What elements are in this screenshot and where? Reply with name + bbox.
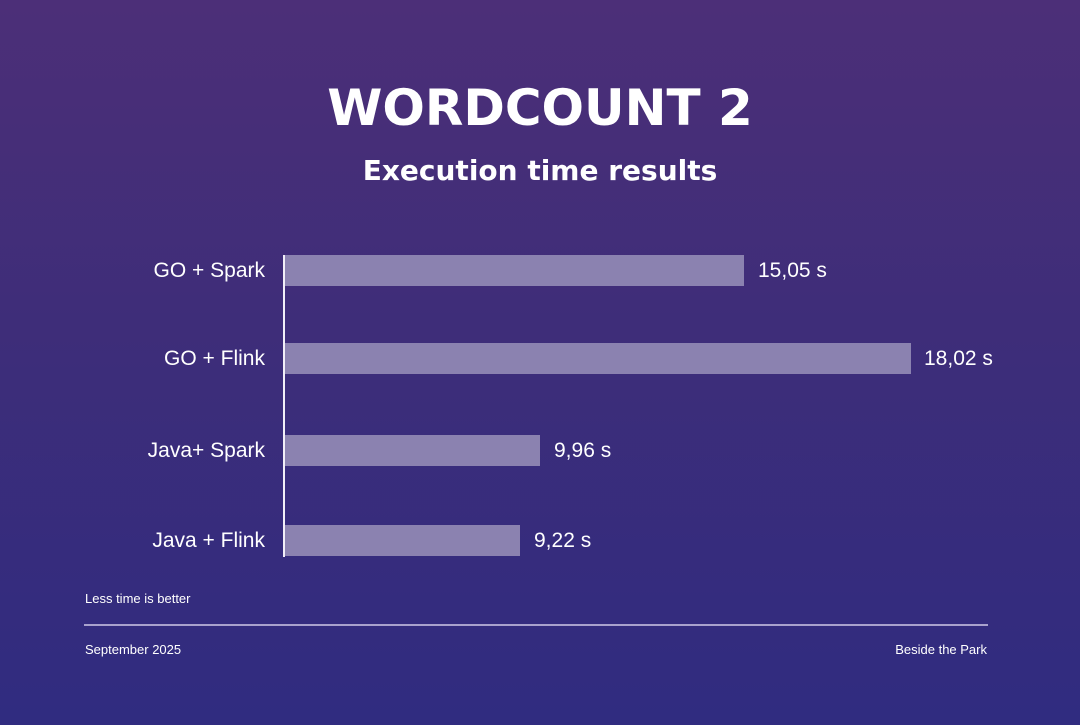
- bar: [285, 255, 744, 286]
- footer-source: Beside the Park: [895, 642, 987, 657]
- bar-value-label: 15,05 s: [758, 259, 827, 282]
- bar-value-label: 9,96 s: [554, 439, 612, 462]
- y-axis-line: [283, 255, 285, 557]
- bar-category-label: GO + Flink: [164, 347, 265, 370]
- bar: [285, 525, 520, 556]
- footer-date: September 2025: [85, 642, 182, 657]
- bar-value-label: 9,22 s: [534, 529, 592, 552]
- chart-title: WORDCOUNT 2: [327, 79, 753, 137]
- chart-note: Less time is better: [85, 591, 191, 606]
- bar-category-label: GO + Spark: [153, 259, 265, 282]
- chart-subtitle: Execution time results: [362, 154, 718, 187]
- footer-divider: [84, 624, 988, 626]
- bar-category-label: Java+ Spark: [147, 439, 265, 462]
- bar-value-label: 18,02 s: [924, 347, 993, 370]
- bar: [285, 435, 540, 466]
- bar-category-label: Java + Flink: [152, 529, 265, 552]
- bar: [285, 343, 911, 374]
